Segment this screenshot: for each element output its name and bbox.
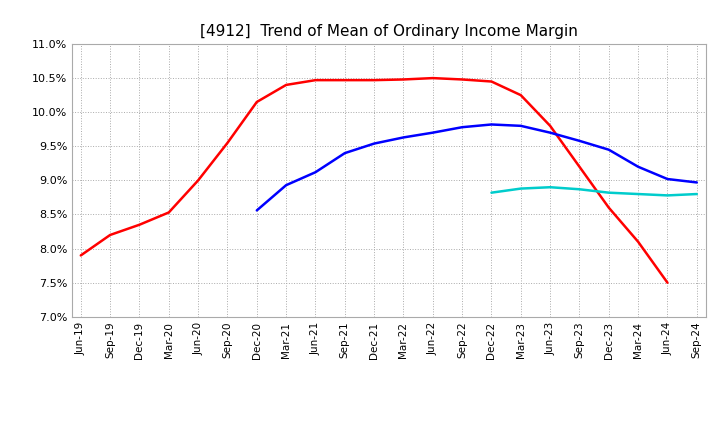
5 Years (546, 130, 554, 136)
7 Years (634, 191, 642, 197)
5 Years (663, 176, 672, 182)
3 Years (253, 99, 261, 105)
3 Years (311, 77, 320, 83)
5 Years (311, 169, 320, 175)
5 Years (458, 125, 467, 130)
5 Years (634, 164, 642, 169)
3 Years (399, 77, 408, 82)
3 Years (516, 92, 525, 98)
5 Years (605, 147, 613, 152)
3 Years (76, 253, 85, 258)
3 Years (370, 77, 379, 83)
5 Years (370, 141, 379, 146)
3 Years (194, 178, 202, 183)
3 Years (135, 222, 144, 227)
3 Years (634, 239, 642, 245)
7 Years (516, 186, 525, 191)
Title: [4912]  Trend of Mean of Ordinary Income Margin: [4912] Trend of Mean of Ordinary Income … (200, 24, 577, 39)
7 Years (487, 190, 496, 195)
7 Years (575, 187, 584, 192)
7 Years (605, 190, 613, 195)
3 Years (605, 205, 613, 210)
5 Years (253, 208, 261, 213)
Line: 5 Years: 5 Years (257, 125, 697, 210)
3 Years (663, 280, 672, 286)
3 Years (106, 232, 114, 238)
5 Years (487, 122, 496, 127)
5 Years (428, 130, 437, 136)
7 Years (693, 191, 701, 197)
5 Years (516, 123, 525, 128)
5 Years (575, 138, 584, 143)
3 Years (487, 79, 496, 84)
5 Years (282, 183, 290, 188)
7 Years (546, 185, 554, 190)
Line: 7 Years: 7 Years (492, 187, 697, 195)
3 Years (575, 164, 584, 169)
5 Years (341, 150, 349, 156)
5 Years (693, 180, 701, 185)
3 Years (428, 76, 437, 81)
3 Years (164, 210, 173, 215)
Line: 3 Years: 3 Years (81, 78, 667, 283)
5 Years (399, 135, 408, 140)
3 Years (546, 123, 554, 128)
7 Years (663, 193, 672, 198)
3 Years (282, 82, 290, 88)
3 Years (341, 77, 349, 83)
3 Years (458, 77, 467, 82)
3 Years (223, 140, 232, 146)
